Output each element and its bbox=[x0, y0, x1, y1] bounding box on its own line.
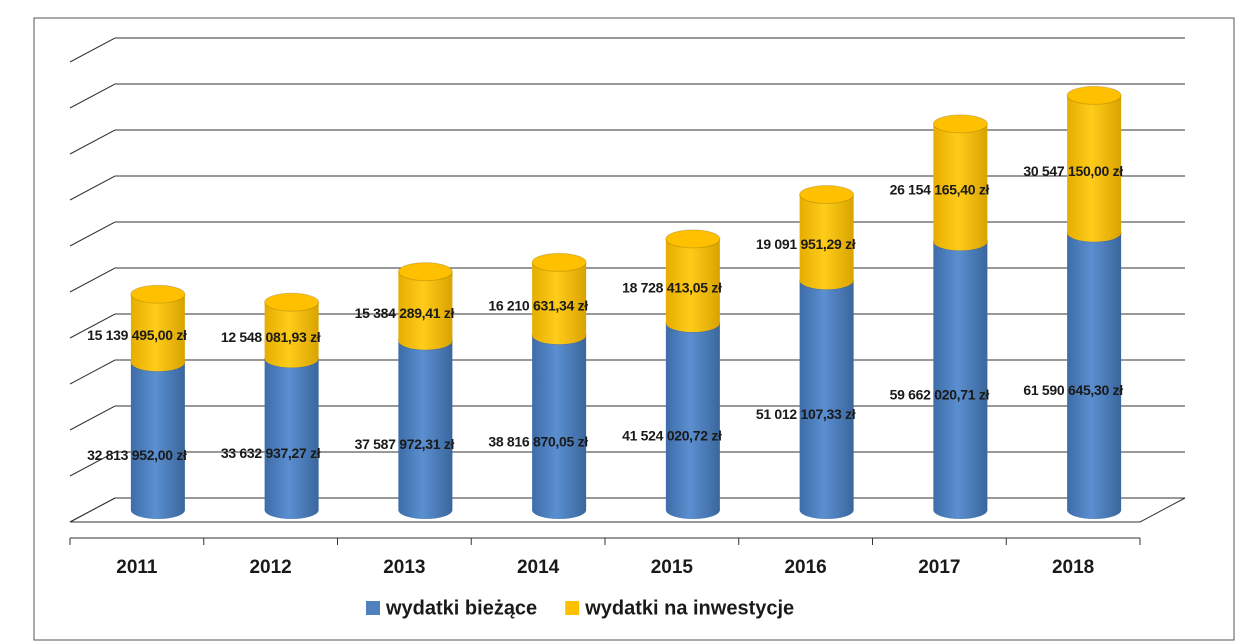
cylinder-segment bbox=[397, 262, 453, 350]
floor bbox=[69, 497, 1186, 523]
bar bbox=[1067, 232, 1122, 510]
bar bbox=[933, 123, 988, 242]
grid-line bbox=[69, 129, 1185, 155]
data-label: 41 524 020,72 zł bbox=[622, 427, 722, 443]
bar bbox=[799, 194, 854, 281]
bar bbox=[532, 262, 587, 336]
data-label: 61 590 645,30 zł bbox=[1023, 382, 1123, 398]
cylinder-segment bbox=[799, 270, 855, 519]
cylinder-top bbox=[397, 262, 453, 282]
data-label: 15 139 495,00 zł bbox=[87, 327, 187, 343]
legend-swatch bbox=[366, 601, 380, 615]
x-tick-label: 2013 bbox=[383, 557, 425, 578]
legend-label: wydatki bieżące bbox=[385, 597, 537, 619]
cylinder-segment bbox=[130, 352, 186, 519]
cylinder-segment bbox=[531, 252, 587, 345]
data-label: 32 813 952,00 zł bbox=[87, 447, 187, 463]
data-label: 30 547 150,00 zł bbox=[1023, 163, 1123, 179]
cylinder-top bbox=[130, 284, 186, 304]
x-tick-label: 2018 bbox=[1052, 557, 1094, 578]
data-label: 26 154 165,40 zł bbox=[890, 181, 990, 197]
bar bbox=[532, 335, 587, 510]
x-tick-label: 2017 bbox=[918, 557, 960, 578]
cylinder-top bbox=[264, 292, 320, 312]
cylinder-segment bbox=[531, 325, 587, 519]
cylinder-segment bbox=[799, 185, 855, 290]
cylinder-segment bbox=[932, 114, 988, 251]
bar bbox=[398, 271, 453, 341]
data-label: 16 210 631,34 zł bbox=[488, 298, 588, 314]
cylinder-segment bbox=[264, 292, 320, 368]
bar bbox=[1067, 95, 1122, 233]
grid-line bbox=[69, 359, 1185, 385]
cylinder-segment bbox=[1066, 223, 1122, 519]
data-label: 18 728 413,05 zł bbox=[622, 280, 722, 296]
bar bbox=[933, 241, 988, 510]
cylinder-top bbox=[665, 229, 721, 249]
bar bbox=[130, 362, 185, 510]
bar bbox=[130, 294, 185, 363]
legend-label: wydatki na inwestycje bbox=[584, 597, 794, 619]
data-label: 15 384 289,41 zł bbox=[355, 305, 455, 321]
x-tick-label: 2015 bbox=[651, 557, 694, 578]
chart-frame bbox=[33, 17, 1235, 641]
grid-line bbox=[69, 37, 1185, 63]
bar bbox=[398, 340, 453, 510]
cylinder-segment bbox=[932, 232, 988, 519]
cylinder-segment bbox=[665, 229, 721, 333]
x-tick-label: 2012 bbox=[249, 557, 291, 578]
cylinder-segment bbox=[1066, 85, 1122, 242]
bar bbox=[665, 323, 720, 510]
cylinder-top bbox=[1066, 85, 1122, 105]
cylinder-segment bbox=[264, 349, 320, 519]
cylinder-segment bbox=[397, 331, 453, 519]
cylinder-segment bbox=[665, 313, 721, 519]
bar bbox=[799, 280, 854, 510]
cylinder-top bbox=[799, 185, 855, 205]
legend-swatch bbox=[565, 601, 580, 615]
x-tick-label: 2016 bbox=[784, 557, 826, 578]
data-label: 37 587 972,31 zł bbox=[355, 436, 455, 452]
cylinder-top bbox=[932, 114, 988, 134]
grid-line bbox=[69, 175, 1185, 201]
grid-line bbox=[69, 221, 1185, 247]
cylinder-top bbox=[531, 252, 587, 272]
data-label: 38 816 870,05 zł bbox=[488, 433, 588, 449]
data-label: 59 662 020,71 zł bbox=[890, 386, 990, 402]
cylinder-segment bbox=[130, 284, 186, 372]
data-label: 19 091 951,29 zł bbox=[756, 236, 856, 252]
bar bbox=[264, 358, 319, 510]
bar bbox=[665, 238, 720, 324]
grid-line bbox=[69, 83, 1185, 109]
bar bbox=[264, 302, 319, 359]
data-label: 12 548 081,93 zł bbox=[221, 329, 321, 345]
x-tick-label: 2014 bbox=[517, 557, 560, 578]
x-tick-label: 2011 bbox=[116, 557, 158, 578]
data-label: 33 632 937,27 zł bbox=[221, 445, 321, 461]
data-label: 51 012 107,33 zł bbox=[756, 406, 856, 422]
